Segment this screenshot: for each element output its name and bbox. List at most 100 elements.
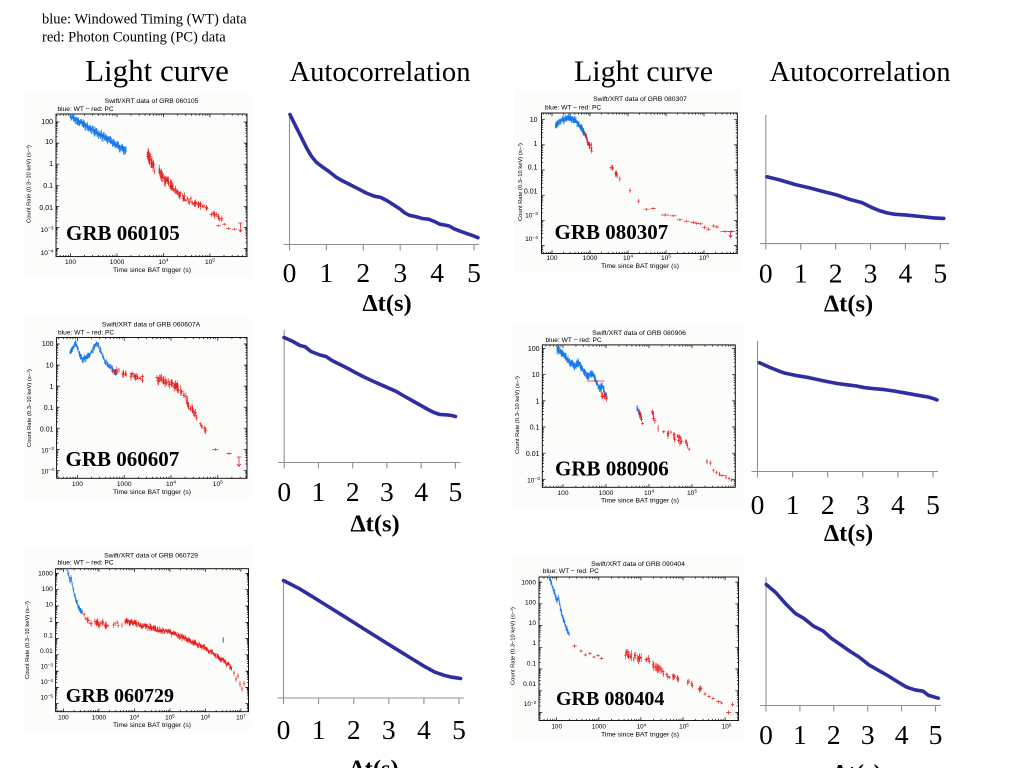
svg-text:0.1: 0.1 bbox=[44, 633, 53, 640]
svg-text:Swift/XRT data of GRB 080307: Swift/XRT data of GRB 080307 bbox=[593, 96, 687, 103]
svg-text:1: 1 bbox=[320, 257, 334, 288]
svg-text:0.01: 0.01 bbox=[40, 426, 54, 433]
svg-text:1000: 1000 bbox=[117, 481, 132, 488]
svg-text:blue: WT − red: PC: blue: WT − red: PC bbox=[58, 560, 114, 567]
svg-text:blue: WT − red: PC: blue: WT − red: PC bbox=[546, 337, 602, 344]
svg-text:Count Rate (0.3−10 keV) (s−¹): Count Rate (0.3−10 keV) (s−¹) bbox=[518, 143, 524, 221]
svg-text:5: 5 bbox=[929, 719, 943, 750]
svg-text:0.1: 0.1 bbox=[530, 425, 540, 432]
svg-text:Δt(s): Δt(s) bbox=[824, 291, 873, 318]
svg-text:5: 5 bbox=[452, 714, 466, 745]
svg-text:4: 4 bbox=[891, 489, 905, 520]
svg-text:Autocorrelation: Autocorrelation bbox=[289, 57, 470, 88]
svg-text:Swift/XRT data of GRB 090404: Swift/XRT data of GRB 090404 bbox=[591, 561, 685, 568]
svg-text:Swift/XRT data of GRB 060105: Swift/XRT data of GRB 060105 bbox=[105, 98, 199, 105]
svg-text:2: 2 bbox=[829, 258, 843, 289]
svg-text:1000: 1000 bbox=[599, 490, 614, 497]
svg-text:Δt(s): Δt(s) bbox=[350, 511, 399, 538]
svg-text:100: 100 bbox=[42, 586, 53, 593]
svg-text:Δt(s): Δt(s) bbox=[824, 520, 873, 547]
svg-text:104: 104 bbox=[637, 722, 647, 730]
svg-text:100: 100 bbox=[551, 724, 562, 731]
svg-text:0: 0 bbox=[751, 489, 765, 520]
svg-text:blue: Windowed Timing (WT) dat: blue: Windowed Timing (WT) data bbox=[42, 12, 247, 28]
svg-text:GRB 060105: GRB 060105 bbox=[66, 221, 180, 245]
svg-text:10: 10 bbox=[530, 117, 538, 124]
svg-text:4: 4 bbox=[895, 719, 909, 750]
svg-text:Δt(s): Δt(s) bbox=[832, 760, 881, 768]
svg-text:0.01: 0.01 bbox=[40, 648, 53, 655]
svg-text:2: 2 bbox=[356, 257, 370, 288]
svg-text:100: 100 bbox=[528, 346, 540, 353]
svg-text:3: 3 bbox=[861, 719, 875, 750]
svg-text:104: 104 bbox=[130, 713, 140, 721]
svg-text:1000: 1000 bbox=[592, 724, 607, 731]
svg-text:Time since BAT trigger (s): Time since BAT trigger (s) bbox=[601, 732, 679, 739]
svg-text:10−3: 10−3 bbox=[525, 211, 538, 219]
svg-text:105: 105 bbox=[661, 254, 671, 262]
svg-text:2: 2 bbox=[827, 719, 841, 750]
svg-text:blue: WT − red: PC: blue: WT − red: PC bbox=[58, 330, 114, 337]
svg-text:GRB 080307: GRB 080307 bbox=[555, 220, 669, 244]
svg-text:0.1: 0.1 bbox=[527, 661, 536, 668]
svg-text:100: 100 bbox=[72, 481, 83, 488]
svg-text:2: 2 bbox=[346, 476, 360, 507]
svg-text:1000: 1000 bbox=[583, 255, 598, 262]
svg-text:10: 10 bbox=[46, 363, 54, 370]
svg-text:10−4: 10−4 bbox=[41, 249, 54, 257]
svg-text:4: 4 bbox=[417, 714, 431, 745]
svg-text:0.01: 0.01 bbox=[39, 205, 53, 212]
svg-text:106: 106 bbox=[201, 713, 211, 721]
svg-text:Time since BAT trigger (s): Time since BAT trigger (s) bbox=[113, 722, 191, 729]
svg-text:blue: WT − red: PC: blue: WT − red: PC bbox=[545, 105, 601, 112]
svg-text:blue: WT − red: PC: blue: WT − red: PC bbox=[543, 568, 599, 575]
svg-text:0.1: 0.1 bbox=[44, 405, 54, 412]
svg-text:10−4: 10−4 bbox=[41, 467, 54, 475]
svg-text:1: 1 bbox=[312, 476, 326, 507]
svg-text:1: 1 bbox=[49, 617, 53, 624]
svg-text:Time since BAT trigger (s): Time since BAT trigger (s) bbox=[113, 267, 191, 274]
svg-text:0.01: 0.01 bbox=[523, 681, 536, 688]
svg-text:107: 107 bbox=[236, 713, 246, 721]
svg-text:GRB 060607: GRB 060607 bbox=[66, 447, 180, 471]
svg-text:10: 10 bbox=[529, 620, 537, 627]
svg-text:104: 104 bbox=[623, 254, 633, 262]
svg-text:1: 1 bbox=[794, 258, 808, 289]
svg-text:blue: WT − red: PC: blue: WT − red: PC bbox=[58, 106, 114, 113]
svg-text:104: 104 bbox=[166, 480, 176, 488]
svg-text:0: 0 bbox=[759, 719, 773, 750]
svg-text:0.1: 0.1 bbox=[528, 165, 538, 172]
svg-text:1: 1 bbox=[532, 640, 536, 647]
svg-text:1: 1 bbox=[534, 141, 538, 148]
svg-text:2: 2 bbox=[347, 714, 361, 745]
svg-text:Autocorrelation: Autocorrelation bbox=[769, 57, 950, 88]
svg-text:0: 0 bbox=[277, 476, 291, 507]
svg-text:4: 4 bbox=[430, 257, 444, 288]
svg-text:Time since BAT trigger (s): Time since BAT trigger (s) bbox=[113, 489, 191, 496]
svg-text:3: 3 bbox=[856, 489, 870, 520]
svg-text:100: 100 bbox=[42, 341, 54, 348]
svg-text:3: 3 bbox=[393, 257, 407, 288]
svg-text:Δt(s): Δt(s) bbox=[362, 290, 411, 317]
svg-text:100: 100 bbox=[65, 259, 76, 266]
svg-text:3: 3 bbox=[382, 714, 396, 745]
svg-text:Time since BAT trigger (s): Time since BAT trigger (s) bbox=[601, 263, 679, 270]
svg-text:100: 100 bbox=[557, 490, 568, 497]
svg-text:Count Rate (0.3−10 keV) (s−¹): Count Rate (0.3−10 keV) (s−¹) bbox=[25, 601, 31, 679]
svg-text:10−3: 10−3 bbox=[41, 446, 54, 454]
svg-text:10: 10 bbox=[45, 139, 53, 146]
svg-text:104: 104 bbox=[644, 489, 654, 497]
svg-text:4: 4 bbox=[414, 476, 428, 507]
svg-text:GRB 080906: GRB 080906 bbox=[555, 457, 669, 481]
svg-text:1: 1 bbox=[49, 161, 53, 168]
svg-text:1: 1 bbox=[793, 719, 807, 750]
svg-text:Count Rate (0.3−10 keV) (s−¹): Count Rate (0.3−10 keV) (s−¹) bbox=[27, 145, 33, 223]
svg-text:10−4: 10−4 bbox=[41, 678, 54, 686]
svg-text:Light curve: Light curve bbox=[574, 55, 713, 88]
svg-text:10: 10 bbox=[45, 602, 53, 609]
svg-text:0.1: 0.1 bbox=[43, 183, 53, 190]
svg-text:1: 1 bbox=[312, 714, 326, 745]
svg-text:106: 106 bbox=[699, 254, 709, 262]
svg-text:Count Rate (0.3−10 keV) (s−¹): Count Rate (0.3−10 keV) (s−¹) bbox=[27, 369, 33, 447]
svg-text:1000: 1000 bbox=[521, 579, 536, 586]
